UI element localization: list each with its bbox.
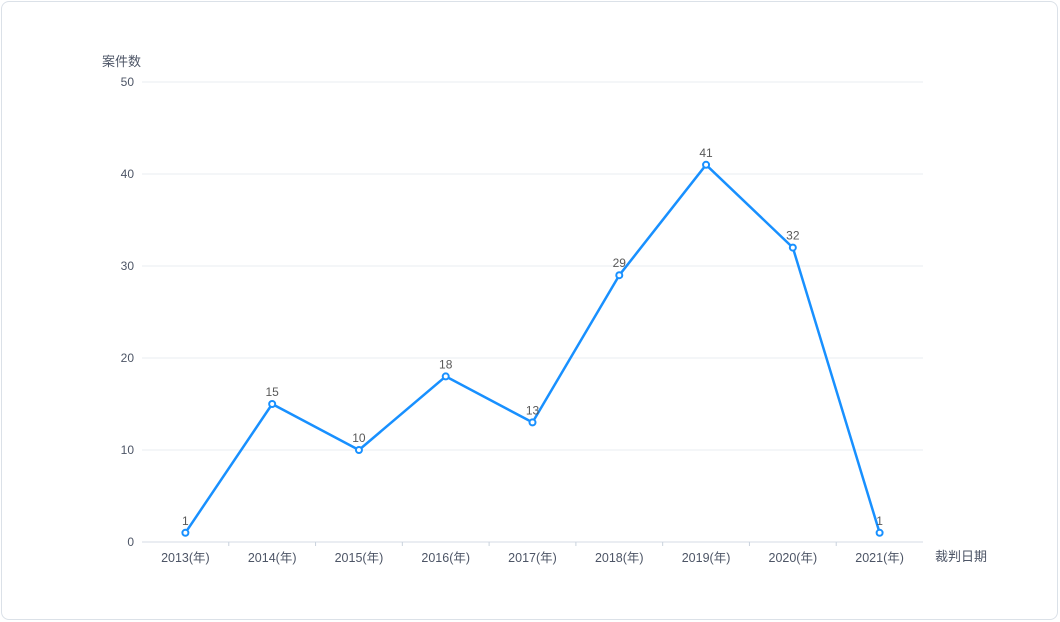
data-point-marker bbox=[354, 446, 363, 454]
data-point-marker bbox=[702, 160, 711, 169]
x-tick-label: 2015(年) bbox=[335, 551, 384, 565]
data-point-label: 29 bbox=[613, 256, 627, 270]
x-tick-label: 2013(年) bbox=[161, 551, 210, 565]
y-tick-label: 10 bbox=[121, 443, 135, 457]
data-point-label: 41 bbox=[699, 146, 713, 160]
x-axis-title: 裁判日期 bbox=[935, 549, 988, 564]
y-tick-label: 20 bbox=[121, 351, 135, 365]
data-point-label: 13 bbox=[526, 403, 540, 417]
data-point-label: 10 bbox=[352, 431, 366, 445]
data-point-marker bbox=[268, 400, 277, 408]
y-tick-label: 0 bbox=[127, 535, 134, 549]
data-point-marker bbox=[441, 372, 450, 381]
y-tick-label: 50 bbox=[121, 75, 135, 89]
data-point-label: 1 bbox=[876, 514, 883, 528]
y-tick-label: 30 bbox=[121, 259, 135, 273]
x-tick-label: 2021(年) bbox=[855, 551, 904, 565]
data-point-label: 15 bbox=[265, 385, 279, 399]
data-point-marker bbox=[788, 243, 797, 252]
x-tick-label: 2019(年) bbox=[682, 551, 731, 565]
line-series bbox=[184, 163, 881, 535]
data-point-marker bbox=[181, 528, 190, 537]
x-tick-label: 2014(年) bbox=[248, 551, 297, 565]
x-tick-label: 2017(年) bbox=[508, 551, 557, 565]
data-point-label: 18 bbox=[439, 357, 453, 371]
y-tick-label: 40 bbox=[121, 167, 135, 181]
data-point-marker bbox=[875, 528, 884, 537]
y-axis-title: 案件数 bbox=[102, 54, 142, 69]
data-point-label: 32 bbox=[786, 229, 800, 243]
x-tick-label: 2020(年) bbox=[769, 551, 818, 565]
x-tick-label: 2018(年) bbox=[595, 551, 644, 565]
data-point-label: 1 bbox=[182, 514, 189, 528]
data-point-marker bbox=[528, 418, 537, 427]
x-tick-label: 2016(年) bbox=[421, 551, 470, 565]
data-point-marker bbox=[615, 271, 624, 280]
